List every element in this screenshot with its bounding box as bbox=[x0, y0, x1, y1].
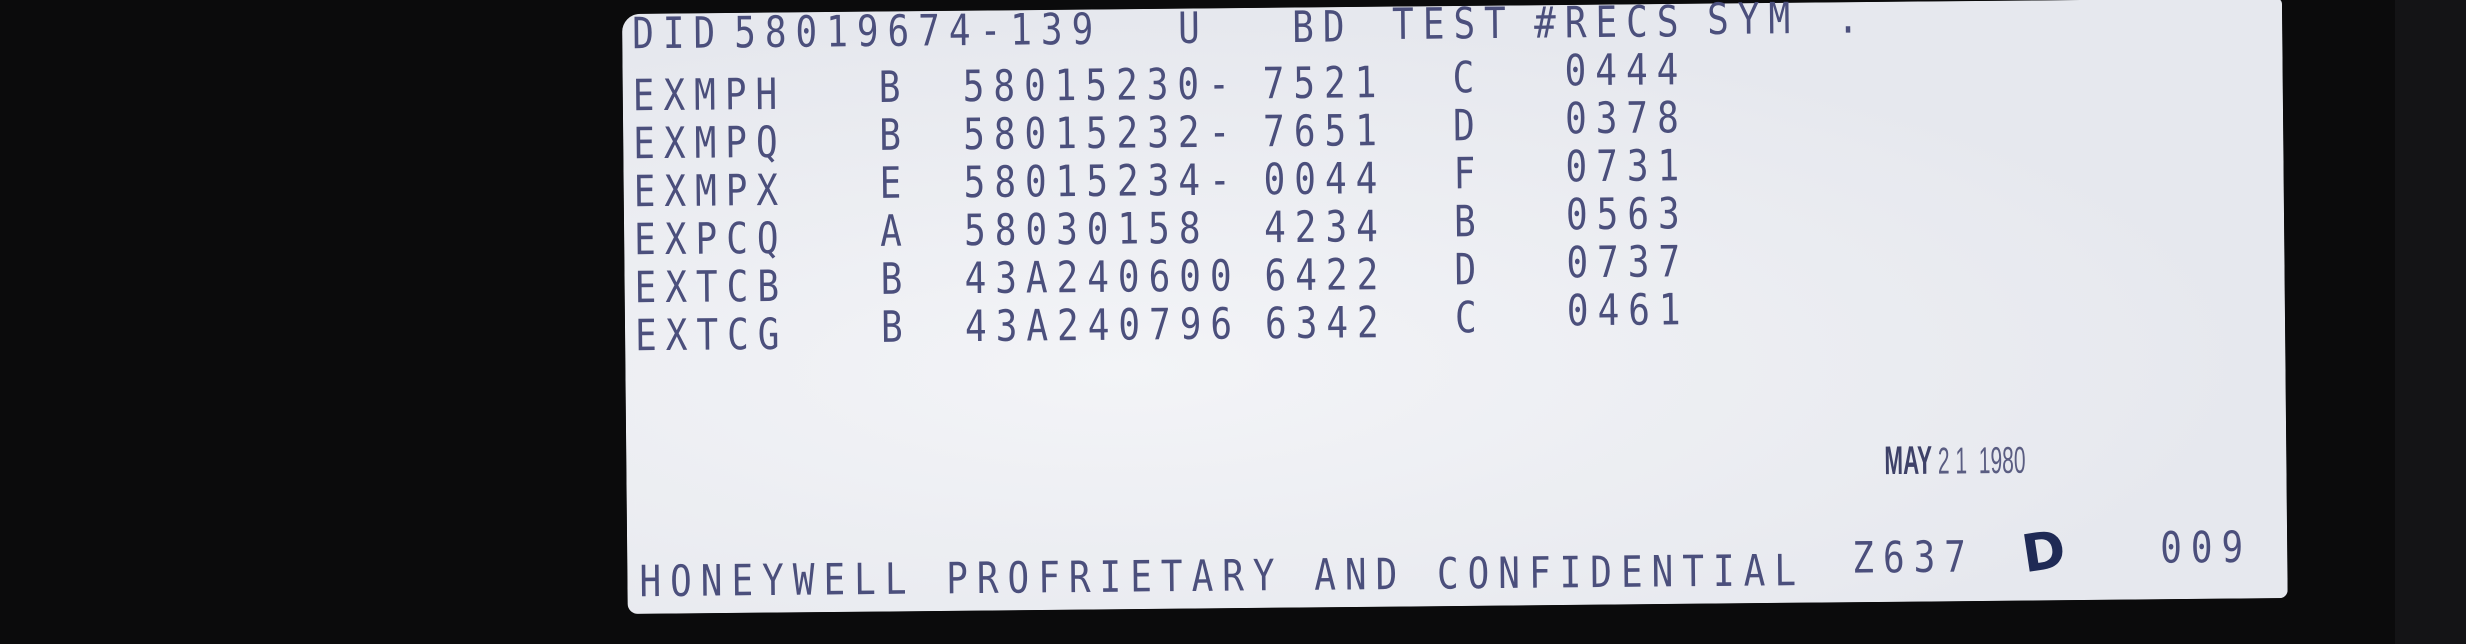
record-sym: B bbox=[1453, 197, 1485, 248]
stamp-day: 2 1 bbox=[1937, 440, 1968, 483]
record-recs: 0563 bbox=[1565, 189, 1689, 241]
stamp-year: 1980 bbox=[1978, 440, 2026, 482]
record-grade: B bbox=[878, 111, 911, 161]
handwritten-mark: D bbox=[2018, 519, 2070, 586]
bd-label: BD bbox=[1291, 2, 1354, 53]
record-name: EXMPH bbox=[632, 70, 787, 122]
record-name: EXTCG bbox=[634, 310, 789, 362]
did-label: DID bbox=[631, 9, 725, 60]
record-recs: 0444 bbox=[1564, 45, 1688, 97]
record-test: 0044 bbox=[1263, 154, 1387, 206]
record-test: 7521 bbox=[1262, 58, 1386, 110]
background-strip bbox=[2395, 0, 2466, 644]
confidential-notice: HONEYWELL PROFRIETARY AND CONFIDENTIAL bbox=[639, 546, 1806, 608]
record-grade: E bbox=[879, 159, 911, 209]
record-sym: D bbox=[1454, 245, 1486, 296]
test-label: TEST bbox=[1391, 0, 1516, 50]
record-grade: B bbox=[880, 255, 912, 305]
date-stamp: MAY 2 1 1980 bbox=[1884, 437, 2026, 485]
record-sym: F bbox=[1453, 149, 1485, 200]
record-sym: D bbox=[1452, 101, 1485, 152]
record-sym: C bbox=[1454, 293, 1486, 344]
u-label: U bbox=[1177, 4, 1210, 54]
record-number: 58015234- bbox=[963, 156, 1240, 208]
record-number: 58030158 bbox=[963, 204, 1210, 256]
record-grade: B bbox=[878, 63, 910, 113]
punch-card-label: DID 58019674-139 U BD TEST #RECS SYM . E… bbox=[622, 0, 2288, 614]
header-dot: . bbox=[1836, 0, 1869, 44]
record-recs: 0737 bbox=[1566, 237, 1690, 289]
record-grade: B bbox=[880, 303, 912, 353]
record-sym: C bbox=[1452, 53, 1484, 104]
record-grade: A bbox=[879, 207, 912, 257]
header-row: DID 58019674-139 U BD TEST #RECS SYM . bbox=[622, 0, 2282, 59]
record-recs: 0378 bbox=[1564, 93, 1688, 145]
record-test: 6342 bbox=[1264, 298, 1388, 350]
footer-code: Z637 bbox=[1852, 533, 1976, 584]
record-number: 58015232- bbox=[962, 108, 1240, 160]
record-number: 58015230- bbox=[962, 60, 1240, 112]
record-name: EXTCB bbox=[634, 262, 789, 314]
record-name: EXPCQ bbox=[633, 214, 788, 266]
record-test: 7651 bbox=[1262, 106, 1387, 158]
record-number: 43A240796 bbox=[964, 300, 1242, 352]
page-number: 009 bbox=[2159, 523, 2253, 574]
recs-label: #RECS bbox=[1533, 0, 1688, 49]
did-number: 58019674-139 bbox=[733, 5, 1103, 59]
record-name: EXMPX bbox=[633, 166, 788, 218]
record-test: 6422 bbox=[1264, 250, 1388, 302]
stamp-month: MAY bbox=[1884, 437, 1933, 483]
record-test: 4234 bbox=[1263, 202, 1388, 254]
record-number: 43A240600 bbox=[964, 252, 1241, 304]
sym-label: SYM bbox=[1706, 0, 1800, 45]
record-recs: 0461 bbox=[1566, 285, 1690, 337]
record-recs: 0731 bbox=[1565, 141, 1689, 193]
record-name: EXMPQ bbox=[633, 118, 787, 170]
